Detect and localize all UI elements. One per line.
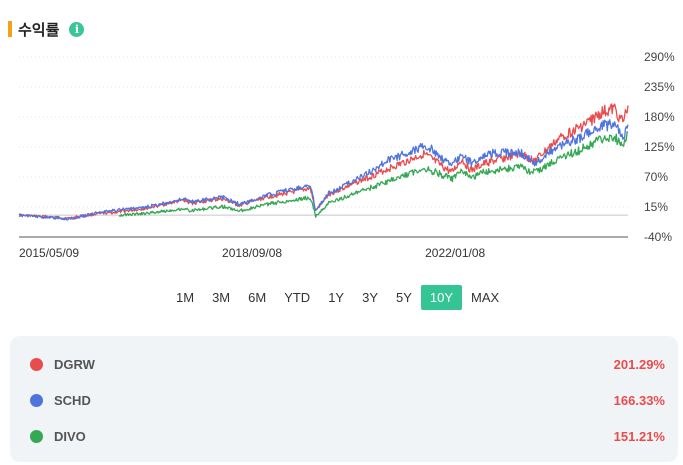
legend-panel: DGRW 201.29% SCHD 166.33% DIVO 151.21% xyxy=(10,336,678,462)
y-tick-label: 15% xyxy=(644,200,668,214)
legend-dot xyxy=(30,393,43,407)
legend-name: DIVO xyxy=(54,428,86,444)
x-tick-label: 2015/05/09 xyxy=(19,246,79,260)
legend-dot xyxy=(30,429,43,443)
x-tick-label: 2018/09/08 xyxy=(222,246,282,260)
range-button-6m[interactable]: 6M xyxy=(248,290,267,305)
range-button-3m[interactable]: 3M xyxy=(212,290,231,305)
series-line-schd xyxy=(18,119,629,221)
y-tick-label: 235% xyxy=(644,80,675,94)
legend-dot xyxy=(30,357,43,371)
range-button-3y[interactable]: 3Y xyxy=(362,290,378,305)
range-button-max[interactable]: MAX xyxy=(471,290,500,305)
legend-return-value: 201.29% xyxy=(613,356,665,372)
legend-return-value: 151.21% xyxy=(613,428,665,444)
y-tick-label: 180% xyxy=(644,110,675,124)
range-button-1y[interactable]: 1Y xyxy=(328,290,345,305)
legend-row-dgrw[interactable]: DGRW 201.29% xyxy=(10,354,678,374)
x-tick-label: 2022/01/08 xyxy=(425,246,485,260)
legend-name: SCHD xyxy=(54,392,91,408)
range-button-ytd[interactable]: YTD xyxy=(284,290,311,305)
series-line-divo xyxy=(118,131,629,218)
range-button-10y[interactable]: 10Y xyxy=(420,285,463,310)
y-tick-label: 290% xyxy=(644,50,675,64)
section-title: 수익률 xyxy=(18,21,60,39)
y-tick-label: 70% xyxy=(644,170,668,184)
y-tick-label: -40% xyxy=(644,230,672,244)
section-header: 수익률 i xyxy=(8,19,85,39)
header-accent-bar xyxy=(8,21,12,37)
legend-row-schd[interactable]: SCHD 166.33% xyxy=(10,390,678,410)
range-button-1m[interactable]: 1M xyxy=(176,290,195,305)
y-tick-label: 125% xyxy=(644,140,675,154)
returns-chart: 290% 235% 180% 125% 70% 15% -40% 2015/05/09 2018… xyxy=(18,50,675,260)
legend-return-value: 166.33% xyxy=(613,392,665,408)
range-button-5y[interactable]: 5Y xyxy=(396,290,412,305)
range-selector: 1M 3M 6M YTD 1Y 3Y 5Y 10Y MAX xyxy=(167,285,508,310)
info-icon[interactable]: i xyxy=(69,21,85,37)
legend-name: DGRW xyxy=(54,356,95,372)
legend-row-divo[interactable]: DIVO 151.21% xyxy=(10,426,678,446)
